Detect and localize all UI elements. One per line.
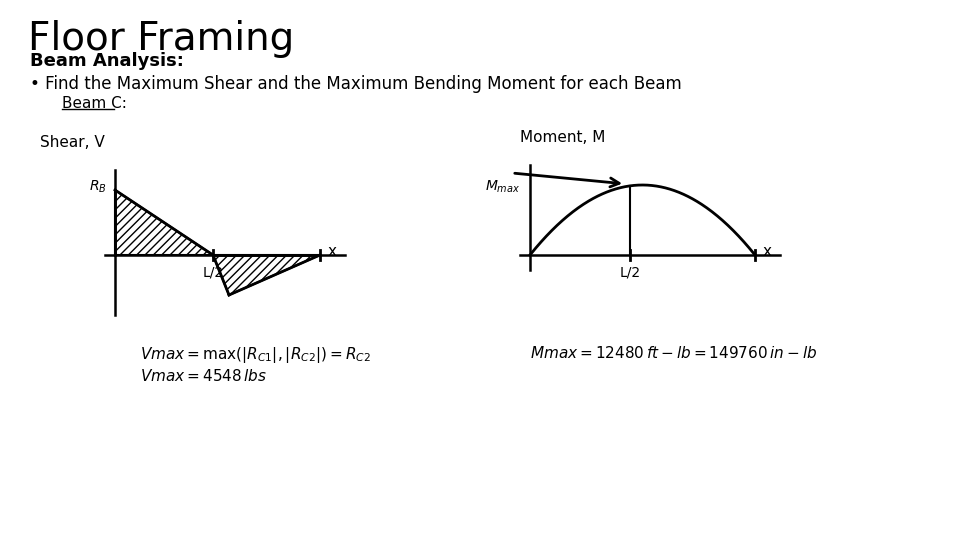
Text: Moment, M: Moment, M bbox=[520, 130, 606, 145]
Text: L/2: L/2 bbox=[203, 265, 224, 279]
Text: $M_{max}$: $M_{max}$ bbox=[485, 179, 520, 195]
Text: Floor Framing: Floor Framing bbox=[28, 20, 295, 58]
Text: $Vmax = 4548\,lbs$: $Vmax = 4548\,lbs$ bbox=[140, 368, 267, 384]
Text: $Vmax = \max(|R_{C1}|, |R_{C2}|) = R_{C2}$: $Vmax = \max(|R_{C1}|, |R_{C2}|) = R_{C2… bbox=[140, 345, 371, 365]
Text: x: x bbox=[328, 245, 337, 260]
Text: $Mmax = 12480\,ft - lb = 149760\,in - lb$: $Mmax = 12480\,ft - lb = 149760\,in - lb… bbox=[530, 345, 817, 361]
Text: • Find the Maximum Shear and the Maximum Bending Moment for each Beam: • Find the Maximum Shear and the Maximum… bbox=[30, 75, 682, 93]
Text: Shear, V: Shear, V bbox=[40, 135, 105, 150]
Text: L/2: L/2 bbox=[619, 265, 640, 279]
Text: Beam C:: Beam C: bbox=[62, 96, 127, 111]
Text: x: x bbox=[763, 245, 772, 260]
Text: $R_B$: $R_B$ bbox=[89, 179, 107, 195]
Text: Beam Analysis:: Beam Analysis: bbox=[30, 52, 184, 70]
